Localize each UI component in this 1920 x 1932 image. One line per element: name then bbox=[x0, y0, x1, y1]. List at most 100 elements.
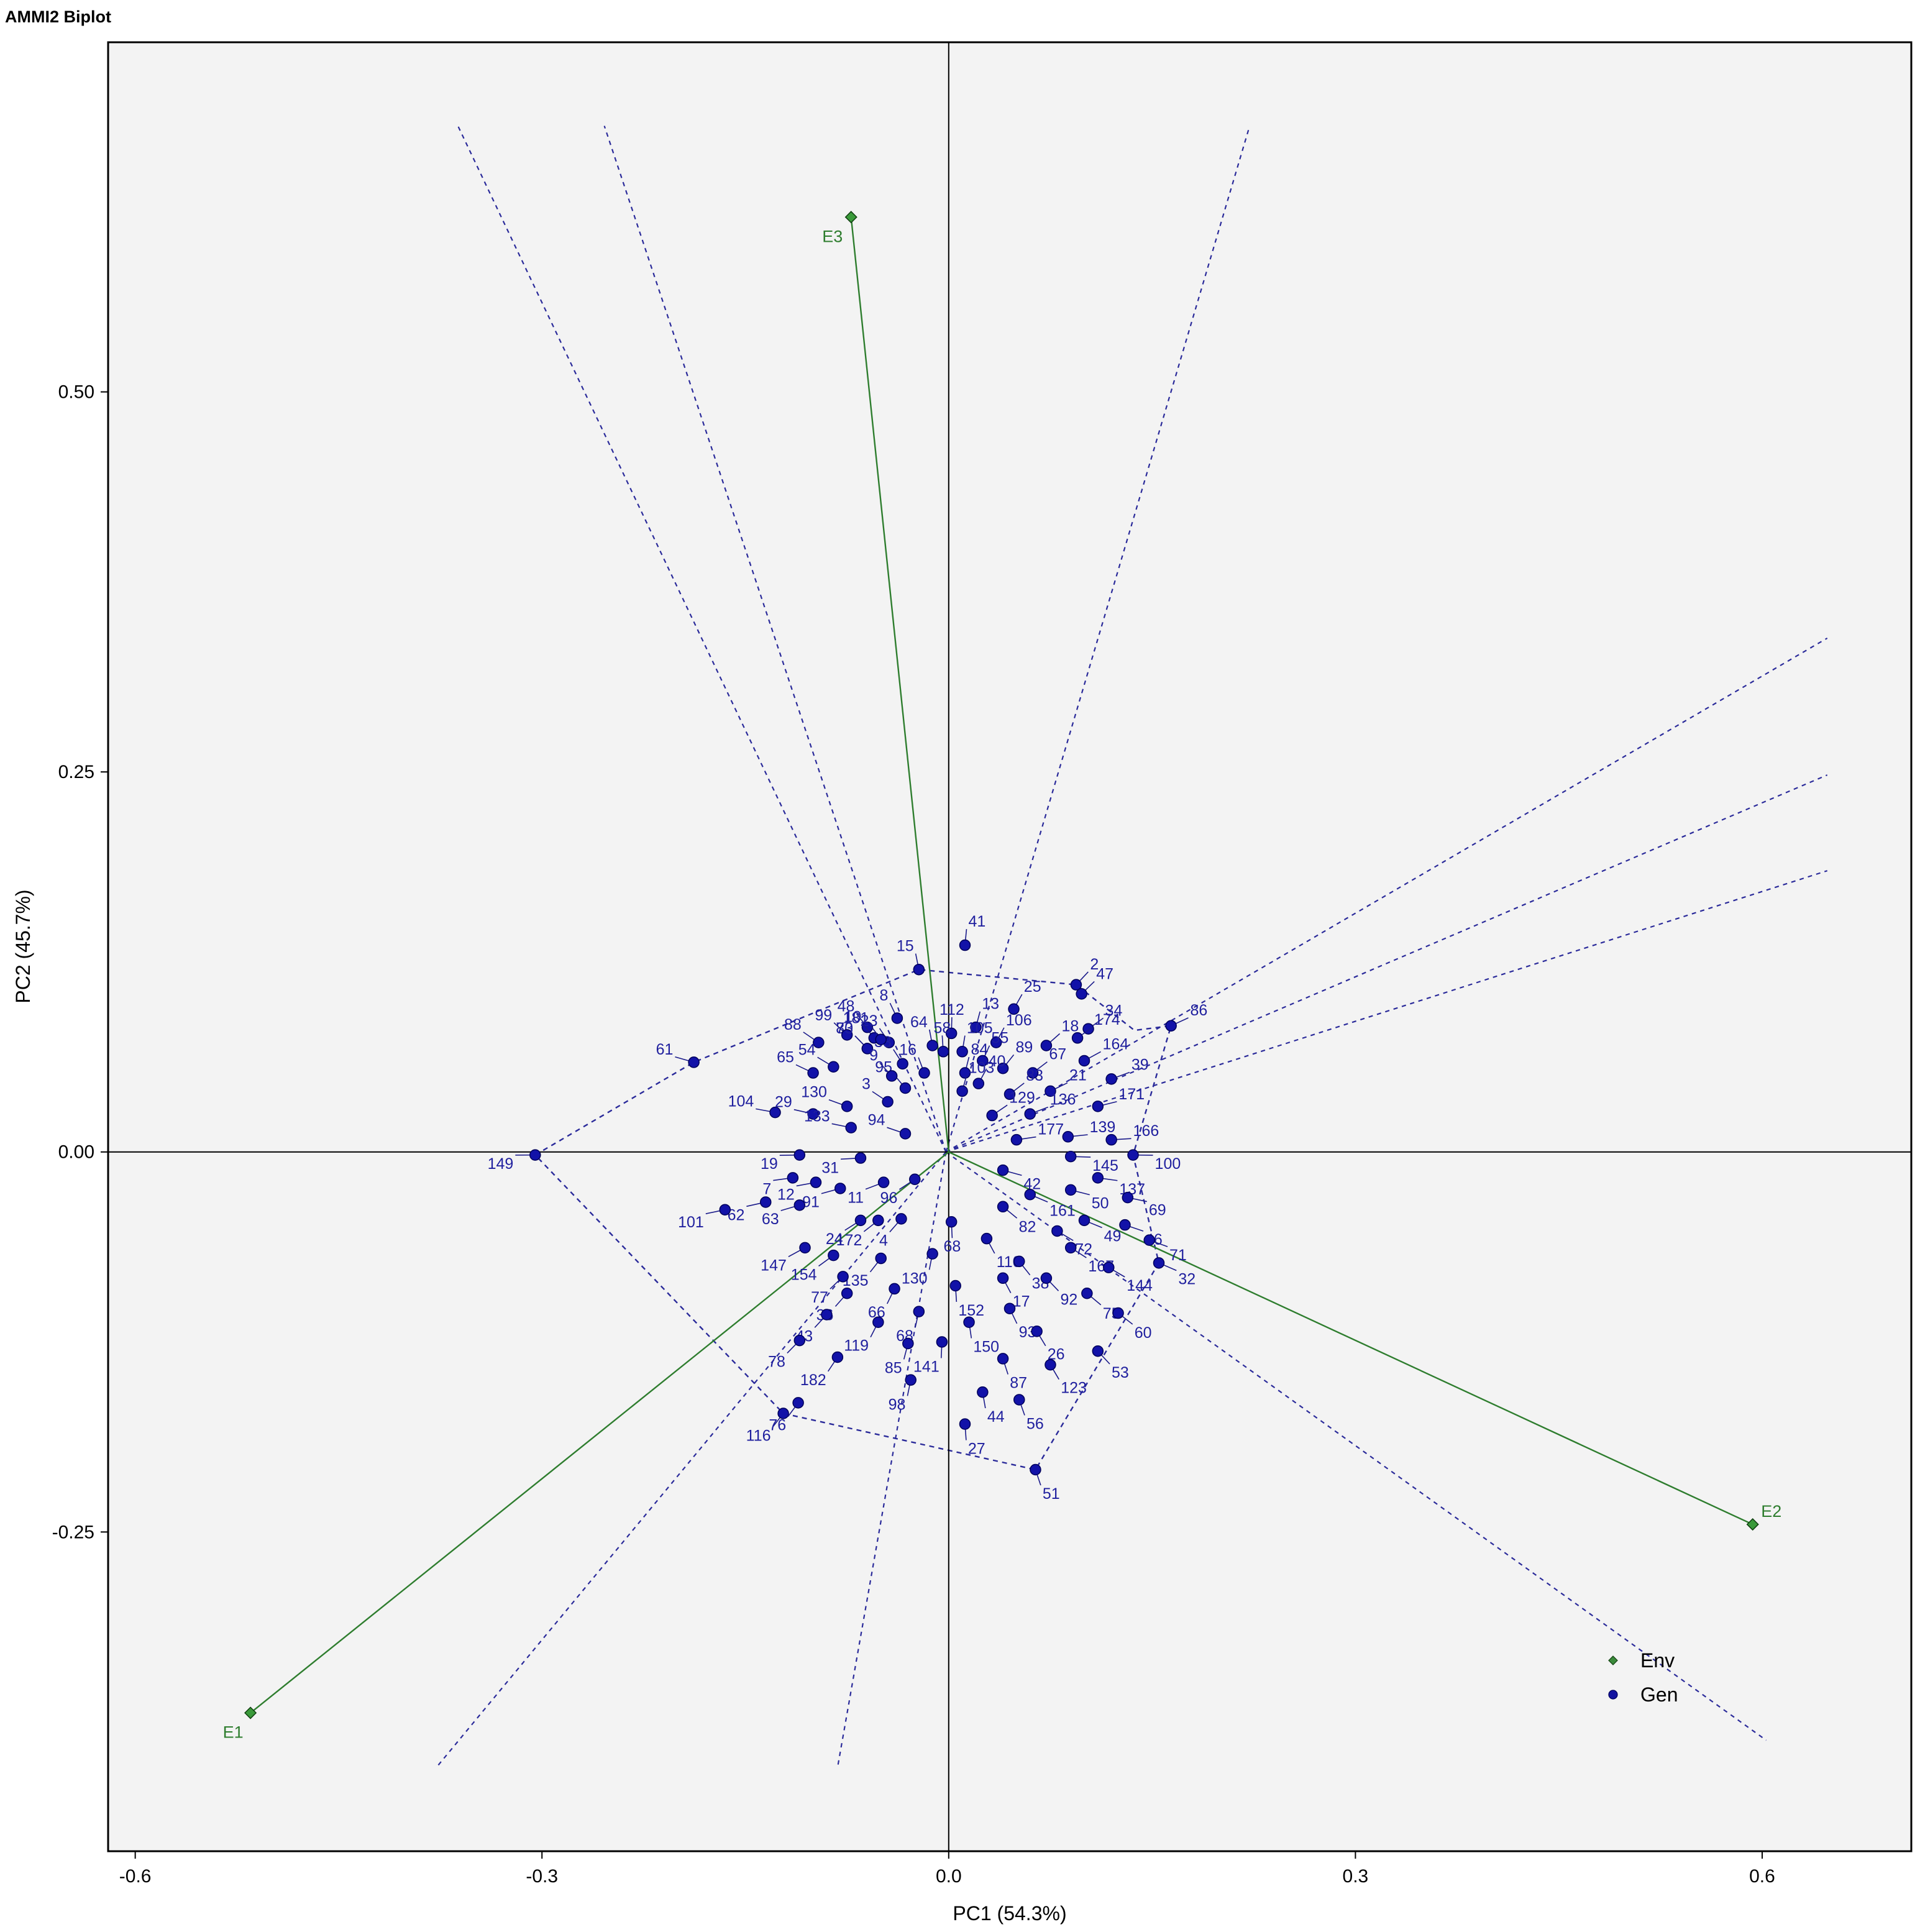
genotype-label: 8 bbox=[879, 987, 888, 1004]
genotype-label: 47 bbox=[1096, 965, 1113, 982]
genotype-label: 7 bbox=[762, 1181, 771, 1198]
y-axis-label: PC2 (45.7%) bbox=[12, 889, 34, 1003]
genotype-label: 103 bbox=[969, 1060, 995, 1077]
legend-env-marker bbox=[1608, 1655, 1618, 1665]
genotype-point bbox=[810, 1176, 822, 1188]
genotype-point bbox=[997, 1164, 1009, 1176]
genotype-label: 145 bbox=[1092, 1157, 1118, 1174]
genotype-label: 31 bbox=[821, 1159, 839, 1176]
genotype-point bbox=[990, 1037, 1002, 1048]
genotype-label: 17 bbox=[1013, 1293, 1030, 1311]
genotype-point bbox=[793, 1334, 806, 1347]
genotype-label: 65 bbox=[777, 1048, 794, 1066]
genotype-point bbox=[1003, 1302, 1016, 1314]
genotype-label: 29 bbox=[775, 1094, 792, 1111]
genotype-point bbox=[986, 1109, 998, 1122]
genotype-label: 60 bbox=[1135, 1324, 1152, 1342]
genotype-point bbox=[831, 1351, 844, 1363]
genotype-point bbox=[872, 1214, 884, 1227]
genotype-point bbox=[945, 1027, 958, 1040]
genotype-label: 92 bbox=[1060, 1291, 1077, 1308]
x-tick-label: -0.3 bbox=[526, 1866, 558, 1887]
genotype-label: 182 bbox=[800, 1371, 826, 1389]
genotype-point bbox=[719, 1204, 731, 1216]
environment-vectors: E1 E2 E3 bbox=[223, 211, 1781, 1741]
genotype-label: 24 bbox=[826, 1230, 843, 1248]
genotype-points: 1496111676512861003215411311282510610564… bbox=[488, 913, 1208, 1503]
genotype-point bbox=[1092, 1172, 1104, 1184]
genotype-label: 53 bbox=[1112, 1364, 1129, 1381]
genotype-label: 55 bbox=[992, 1030, 1009, 1047]
genotype-label: 56 bbox=[1026, 1415, 1044, 1432]
genotype-label: 99 bbox=[815, 1007, 832, 1024]
genotype-point bbox=[1045, 1358, 1056, 1371]
genotype-label: 181 bbox=[843, 1009, 869, 1027]
genotype-label: 48 bbox=[838, 997, 855, 1015]
genotype-point bbox=[1092, 1345, 1104, 1357]
genotype-label: 72 bbox=[1075, 1240, 1092, 1258]
genotype-point bbox=[1045, 1085, 1056, 1097]
genotype-point bbox=[529, 1149, 541, 1161]
genotype-point bbox=[1127, 1149, 1139, 1161]
genotype-point bbox=[997, 1201, 1009, 1213]
genotype-label: 98 bbox=[889, 1396, 906, 1413]
genotype-label: 82 bbox=[1019, 1218, 1036, 1235]
genotype-label: 64 bbox=[910, 1014, 928, 1031]
genotype-label: 94 bbox=[868, 1111, 885, 1129]
genotype-label: 161 bbox=[1049, 1202, 1076, 1219]
genotype-label: 44 bbox=[987, 1408, 1005, 1426]
genotype-point bbox=[889, 1283, 900, 1295]
genotype-label: 104 bbox=[728, 1092, 754, 1110]
genotype-point bbox=[1119, 1219, 1131, 1231]
genotype-point bbox=[899, 1128, 912, 1140]
genotype-point bbox=[1062, 1131, 1074, 1143]
genotype-label: 144 bbox=[1127, 1277, 1153, 1294]
genotype-label: 15 bbox=[897, 938, 914, 955]
genotype-label: 73 bbox=[836, 1020, 853, 1037]
genotype-label: 69 bbox=[1149, 1202, 1166, 1219]
genotype-point bbox=[926, 1248, 938, 1260]
genotype-point bbox=[949, 1280, 961, 1292]
genotype-label: 2 bbox=[1090, 956, 1099, 973]
genotype-point bbox=[1092, 1101, 1104, 1112]
genotype-label: 136 bbox=[1050, 1091, 1076, 1109]
genotype-point bbox=[799, 1242, 811, 1254]
genotype-point bbox=[1081, 1287, 1093, 1299]
genotype-point bbox=[872, 1316, 884, 1328]
genotype-point bbox=[977, 1386, 989, 1398]
genotype-point bbox=[909, 1173, 921, 1186]
genotype-point bbox=[997, 1062, 1009, 1074]
genotype-label: 88 bbox=[784, 1016, 802, 1033]
environment-label: E2 bbox=[1761, 1502, 1781, 1521]
genotype-point bbox=[1013, 1255, 1025, 1268]
genotype-point bbox=[936, 1336, 948, 1348]
genotype-label: 67 bbox=[1049, 1046, 1066, 1063]
genotype-label: 123 bbox=[1061, 1380, 1087, 1397]
genotype-label: 101 bbox=[678, 1214, 704, 1231]
environment-vector bbox=[850, 217, 950, 1152]
genotype-label: 150 bbox=[973, 1339, 999, 1356]
y-tick-label: 0.25 bbox=[58, 762, 94, 782]
genotype-point bbox=[977, 1055, 989, 1067]
genotype-point bbox=[1070, 979, 1082, 991]
x-tick-label: -0.6 bbox=[119, 1866, 152, 1887]
genotype-label: 39 bbox=[1131, 1056, 1149, 1074]
genotype-label: 61 bbox=[656, 1041, 674, 1058]
genotype-point bbox=[963, 1316, 975, 1328]
axis-ticks: -0.6 -0.3 0.0 0.3 0.6 -0.25 0.00 0.25 0.50 bbox=[52, 382, 1775, 1887]
genotype-label: 25 bbox=[1024, 978, 1041, 996]
genotype-point bbox=[937, 1046, 949, 1058]
genotype-label: 152 bbox=[958, 1302, 984, 1319]
genotype-point bbox=[1143, 1234, 1155, 1246]
convex-hull bbox=[534, 968, 1173, 1471]
sector-lines bbox=[436, 126, 1828, 1769]
genotype-point bbox=[1105, 1073, 1117, 1085]
genotype-point bbox=[891, 1012, 903, 1024]
sector-line bbox=[603, 126, 947, 1153]
genotype-point bbox=[837, 1271, 849, 1283]
genotype-point bbox=[997, 1272, 1009, 1284]
legend-label: Env bbox=[1640, 1649, 1675, 1672]
plot-area bbox=[107, 41, 1913, 1852]
sector-line bbox=[457, 126, 947, 1153]
genotype-point bbox=[1040, 1272, 1053, 1284]
